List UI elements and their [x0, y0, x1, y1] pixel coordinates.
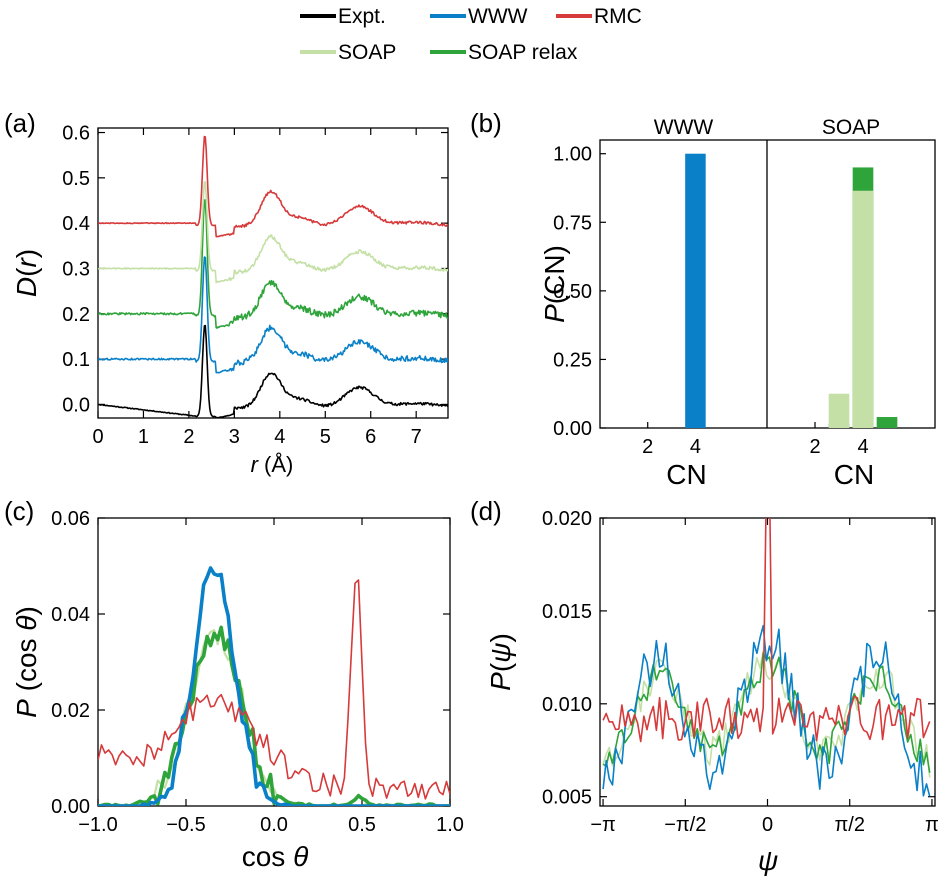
panel-a: 0 1 2 3 4 5 6 7 0.0 0.1 0.2 0.3 0.4 0.5 0.6 (a) r (Å) D(r…	[4, 108, 449, 477]
series-line-www	[602, 624, 931, 797]
y-tick-label: 0.25	[553, 349, 592, 371]
legend-entry-expt-: Expt.	[300, 5, 386, 28]
series-line-soap-relax	[98, 625, 450, 806]
panel-c: −1.0 −0.5 0.0 0.5 1.0 0.00 0.02 0.04 0.06 (c) cos …	[4, 496, 464, 872]
x-axis-title: r (Å)	[251, 452, 294, 477]
y-tick-label: 0.0	[62, 394, 90, 416]
legend-label: SOAP	[338, 41, 396, 64]
legend: Expt. WWW RMC SOAP SOAP relax	[300, 5, 642, 64]
y-tick-label: 0.005	[542, 787, 592, 809]
x-tick-label: 4	[274, 426, 285, 448]
facet-title: SOAP	[822, 116, 880, 139]
series-line-soap	[98, 626, 450, 806]
legend-entry-www: WWW	[430, 5, 528, 28]
x-axis-title: CN	[834, 459, 874, 490]
legend-entry-rmc: RMC	[556, 5, 642, 28]
legend-label: WWW	[468, 5, 528, 28]
x-tick-label: 7	[411, 426, 422, 448]
x-tick-label: 1	[138, 426, 149, 448]
x-tick-label: −0.5	[166, 814, 205, 836]
x-tick-label: −1.0	[78, 814, 117, 836]
x-tick-label: π/2	[834, 814, 864, 836]
series-line-rmc	[602, 518, 931, 743]
x-axis-title: cos θ	[242, 841, 309, 872]
series-line-soap	[602, 650, 931, 778]
series-line-soap	[98, 181, 448, 284]
panel-label-c: (c)	[4, 496, 34, 526]
plot-frame	[97, 127, 449, 419]
y-tick-label: 1.00	[553, 144, 592, 166]
plot-frame	[599, 517, 936, 807]
x-tick-label: 5	[320, 426, 331, 448]
x-tick-label: 0	[92, 426, 103, 448]
y-axis-title: D(r)	[11, 249, 42, 297]
y-tick-label: 0.02	[51, 700, 90, 722]
x-tick-label: 2	[642, 436, 653, 458]
y-axis-title: P(CN)	[539, 245, 570, 323]
y-tick-label: 0.1	[62, 349, 90, 371]
x-axis-title: CN	[666, 459, 706, 490]
facet-title: WWW	[654, 116, 714, 139]
bar-www-cn4	[685, 153, 706, 428]
y-tick-label: 0.020	[542, 508, 592, 530]
x-tick-label: 0	[762, 814, 773, 836]
y-tick-label: 0.00	[553, 418, 592, 440]
x-tick-label: 2	[183, 426, 194, 448]
legend-entry-soap: SOAP	[300, 41, 396, 64]
series-line-soap-relax	[98, 199, 448, 329]
x-tick-label: −π	[590, 814, 615, 836]
y-tick-label: 0.2	[62, 304, 90, 326]
x-tick-label: 4	[857, 436, 868, 458]
y-tick-label: 0.4	[62, 213, 90, 235]
y-tick-label: 0.04	[51, 604, 90, 626]
panel-label-a: (a)	[4, 108, 36, 138]
y-axis-title: P (cos θ)	[11, 606, 42, 718]
series-line-expt-	[98, 324, 448, 418]
y-tick-label: 0.06	[51, 508, 90, 530]
plot-frame	[97, 517, 451, 807]
bar-soap-relax-cn5	[876, 417, 898, 428]
x-tick-label: 3	[229, 426, 240, 448]
series-line-rmc	[98, 579, 450, 800]
y-tick-label: 0.75	[553, 212, 592, 234]
x-tick-label: 2	[809, 436, 820, 458]
y-tick-label: 0.010	[542, 694, 592, 716]
bar-soap-cn4	[852, 190, 874, 428]
x-axis-title: ψ	[758, 845, 778, 876]
x-tick-label: 0.5	[348, 814, 376, 836]
legend-label: Expt.	[338, 5, 386, 28]
legend-label: RMC	[594, 5, 642, 28]
panel-d: −π −π/2 0 π/2 π 0.005 0.010 0.015 0.020 (d) ψ P(ψ)	[470, 496, 939, 876]
panel-label-d: (d)	[470, 496, 502, 526]
panel-label-b: (b)	[470, 108, 502, 138]
x-tick-label: 6	[365, 426, 376, 448]
x-tick-label: 4	[690, 436, 701, 458]
y-tick-label: 0.3	[62, 258, 90, 280]
y-tick-label: 0.6	[62, 123, 90, 145]
legend-label: SOAP relax	[468, 41, 578, 64]
x-tick-label: π	[925, 814, 939, 836]
y-tick-label: 0.015	[542, 601, 592, 623]
y-tick-label: 0.00	[51, 796, 90, 818]
bar-soap-cn3	[828, 393, 850, 428]
legend-entry-soap-relax: SOAP relax	[430, 41, 578, 64]
x-tick-label: −π/2	[664, 814, 706, 836]
series-line-rmc	[98, 135, 448, 238]
x-tick-label: 0.0	[260, 814, 288, 836]
y-tick-label: 0.5	[62, 168, 90, 190]
x-tick-label: 1.0	[436, 814, 464, 836]
series-line-www	[98, 256, 448, 374]
series-line-www	[98, 566, 450, 806]
y-axis-title: P(ψ)	[485, 633, 516, 691]
y-tick-label: 0.50	[553, 281, 592, 303]
